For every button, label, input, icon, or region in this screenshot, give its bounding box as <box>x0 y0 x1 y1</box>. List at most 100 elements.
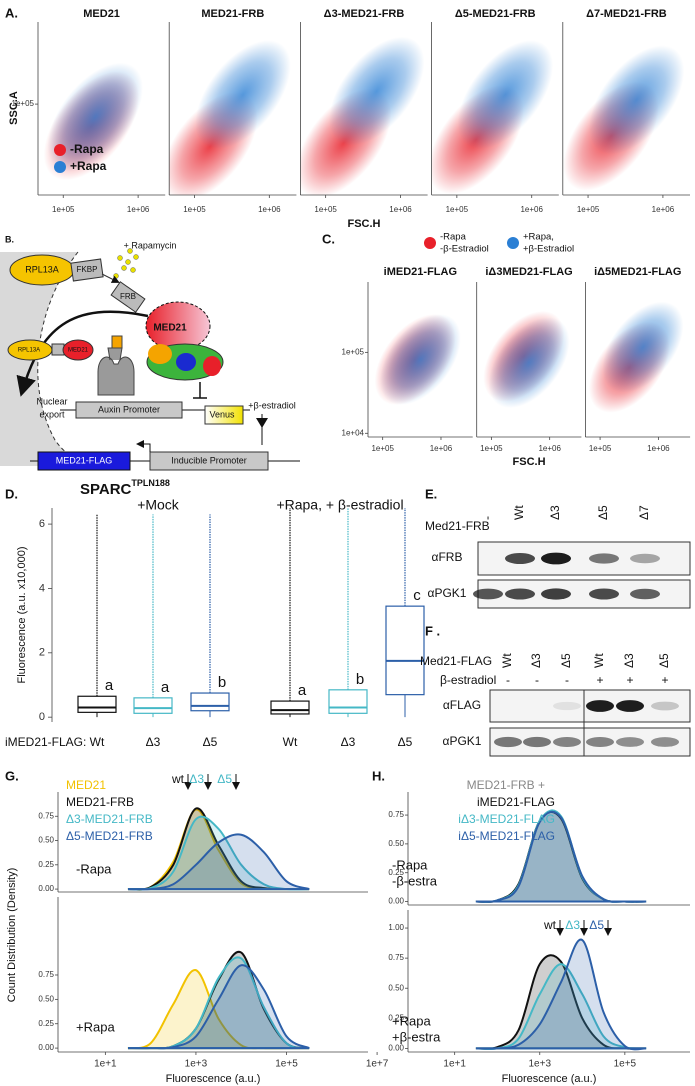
med21-flag <box>37 451 131 471</box>
x-axis-label: Fluorescence (a.u.) <box>502 1073 597 1085</box>
mediator <box>203 356 221 376</box>
point-cloud <box>195 40 291 150</box>
x-tick-label: 1e+06 <box>647 444 670 453</box>
lane-label: Δ7 <box>637 505 651 520</box>
legend-label: iMED21-FLAG <box>477 795 555 809</box>
x-tick-label: 1e+1 <box>94 1059 117 1070</box>
x-tick-label: Wt <box>90 735 105 749</box>
point-cloud <box>379 314 461 405</box>
y-tick-label: 0 <box>39 711 45 723</box>
d-title: SPARCTPLN188 <box>80 478 170 498</box>
nuclear-export-label: Nuclear <box>36 396 67 406</box>
x-tick-label: 1e+06 <box>127 205 150 214</box>
y-tick-label: 0.50 <box>388 839 404 848</box>
y-tick-label: 2 <box>39 647 45 659</box>
x-tick-label: Δ5 <box>203 735 218 749</box>
x-tick-label: 1e+5 <box>275 1059 298 1070</box>
lane-label: Δ5 <box>559 653 573 668</box>
med21-small <box>62 339 94 361</box>
point-cloud <box>602 301 684 393</box>
legend-label: +β-Estradiol <box>523 244 574 255</box>
inducible-promoter-label: Inducible Promoter <box>171 455 247 465</box>
panel-title: iΔ3MED21-FLAG <box>485 266 572 278</box>
panel-title: Δ3-MED21-FRB <box>324 8 405 20</box>
panel-label: F . <box>425 623 440 638</box>
lane-label: Δ3 <box>548 505 562 520</box>
arrow-label: Δ5 <box>217 772 232 786</box>
legend-label: iΔ5-MED21-FLAG <box>458 829 555 843</box>
arrow-label: Δ3 <box>189 772 204 786</box>
x-tick-label: 1e+05 <box>589 444 612 453</box>
x-tick-label: 1e+05 <box>577 205 600 214</box>
x-tick-label: Δ5 <box>398 735 413 749</box>
fkbp <box>70 258 104 282</box>
fkbp-label: FKBP <box>77 265 98 274</box>
significance-letter: a <box>161 679 170 696</box>
y-tick-label: 0.25 <box>388 868 404 877</box>
box <box>77 695 117 713</box>
band <box>494 736 522 748</box>
x-tick-label: 1e+05 <box>52 205 75 214</box>
lane-label: - <box>565 673 569 687</box>
x-tick-label: 1e+06 <box>652 205 675 214</box>
x-tick-label: 1e+06 <box>389 205 412 214</box>
y-tick-label: 0.25 <box>38 1019 54 1028</box>
y-tick-label: 0.75 <box>38 970 54 979</box>
y-tick-label: 0.50 <box>388 983 404 992</box>
auxin-promoter-label: Auxin Promoter <box>98 404 160 414</box>
transcription-arrow <box>136 440 151 452</box>
rpl13a-small-label: RPL13A <box>18 348 40 354</box>
panel-label: E. <box>425 486 437 501</box>
significance-letter: a <box>105 677 114 694</box>
significance-letter: b <box>218 674 226 691</box>
density-curve <box>127 964 310 1050</box>
x-tick-label: 1e+05 <box>480 444 503 453</box>
panel-title: MED21-FRB <box>201 8 264 20</box>
legend-label: -Rapa <box>70 142 104 156</box>
panel-label: B. <box>5 234 14 244</box>
density-group <box>127 807 310 891</box>
row-label: Med21-FLAG <box>420 654 492 668</box>
band <box>651 737 679 747</box>
band <box>541 552 571 565</box>
y-tick-label: 0.00 <box>388 1043 404 1052</box>
y-tick-label: 4 <box>39 582 45 594</box>
lane-label: - <box>535 673 539 687</box>
x-tick-label: 1e+06 <box>430 444 453 453</box>
x-tick-label: 1e+05 <box>371 444 394 453</box>
legend-label: +Rapa, <box>523 232 554 243</box>
scatter-cloud <box>483 310 570 409</box>
scatter-cloud <box>431 40 554 195</box>
y-tick-label: 0.75 <box>38 811 54 820</box>
condition-label: +Rapa <box>392 1013 431 1028</box>
density-group <box>127 950 310 1050</box>
arrow-label: wt <box>543 918 557 932</box>
panel-label: C. <box>322 231 335 246</box>
x-tick-label: 1e+06 <box>258 205 281 214</box>
band <box>473 588 503 600</box>
lane-label: Δ3 <box>529 653 543 668</box>
x-axis-label: Fluorescence (a.u.) <box>166 1073 261 1085</box>
panel-title: iMED21-FLAG <box>384 266 457 278</box>
lane-label: - <box>506 673 510 687</box>
x-tick-label: 1e+1 <box>443 1059 466 1070</box>
y-tick-label: 0.25 <box>388 1013 404 1022</box>
significance-letter: a <box>298 682 307 699</box>
significance-letter: c <box>413 587 421 604</box>
box <box>328 689 368 714</box>
lane-label: Δ3 <box>622 653 636 668</box>
blot-label: αFLAG <box>443 698 481 712</box>
auxin-tag <box>111 335 123 349</box>
lane-label: + <box>596 673 603 687</box>
blot-label: αPGK1 <box>428 586 467 600</box>
export-arrow <box>16 310 149 397</box>
y-tick-label: 0.25 <box>38 860 54 869</box>
band <box>630 588 660 600</box>
x-tick-label: Wt <box>283 735 298 749</box>
y-tick-label: 1e+05 <box>12 99 35 108</box>
band <box>553 737 581 747</box>
arrow <box>101 273 120 283</box>
box <box>190 692 230 712</box>
d-title-main: SPARC <box>80 481 132 498</box>
point-cloud <box>457 40 554 150</box>
